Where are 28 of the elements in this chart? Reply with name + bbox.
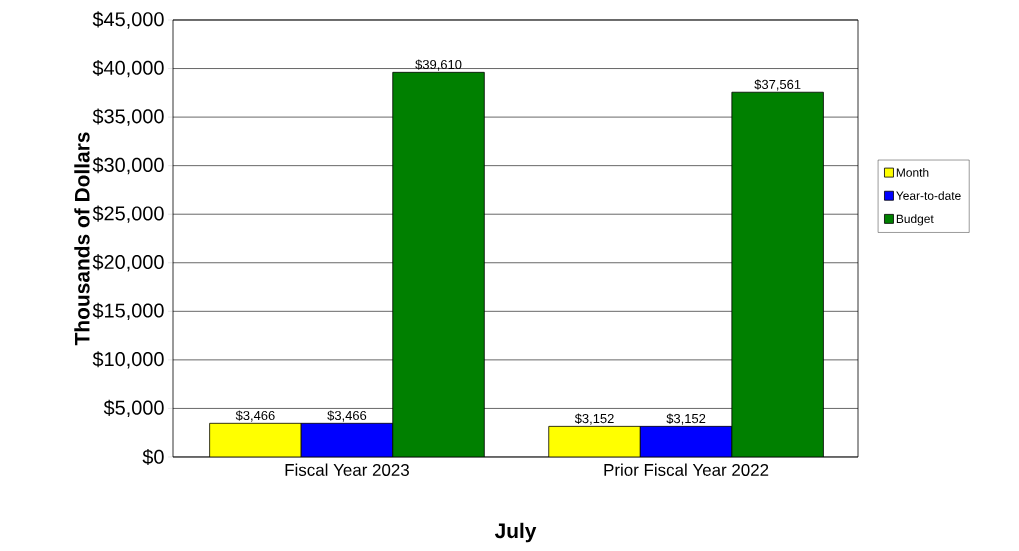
data-label: $3,152: [666, 413, 706, 425]
x-tick-label: Prior Fiscal Year 2022: [604, 463, 769, 476]
y-axis-title: Thousands of Dollars: [74, 132, 90, 346]
y-tick-label: $25,000: [92, 205, 164, 223]
y-tick-label: $15,000: [92, 302, 164, 320]
bar: [209, 422, 302, 457]
y-tick-label: $40,000: [92, 59, 164, 78]
bar: [392, 71, 485, 457]
y-tick-label: $10,000: [92, 351, 164, 369]
data-label: $3,466: [235, 410, 275, 422]
y-tick-label: $20,000: [92, 254, 164, 272]
data-label: $3,466: [327, 410, 367, 422]
legend-label: Month: [896, 168, 929, 177]
bar: [639, 425, 733, 457]
y-tick-label: $30,000: [92, 157, 164, 175]
data-label: $3,152: [574, 413, 614, 425]
legend-label: Budget: [896, 214, 934, 226]
y-tick-label: $0: [142, 448, 164, 466]
legend-label: Year-to-date: [896, 191, 961, 200]
data-label: $37,561: [754, 79, 801, 91]
bar: [548, 425, 641, 457]
bar: [731, 91, 824, 457]
x-tick-label: Fiscal Year 2023: [285, 463, 409, 476]
y-tick-label: $35,000: [92, 108, 164, 126]
x-axis-title: July: [494, 522, 537, 543]
y-tick-label: $45,000: [92, 11, 164, 29]
bar: [300, 422, 394, 457]
y-tick-label: $5,000: [103, 399, 164, 418]
